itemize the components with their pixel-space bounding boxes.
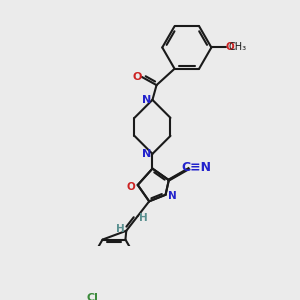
Text: N: N: [142, 95, 152, 105]
Text: N: N: [142, 149, 152, 159]
Text: O: O: [132, 72, 142, 82]
Text: CH₃: CH₃: [229, 43, 247, 52]
Text: O: O: [127, 182, 136, 192]
Text: N: N: [168, 191, 176, 201]
Text: H: H: [116, 224, 125, 234]
Text: C≡N: C≡N: [182, 161, 212, 174]
Text: H: H: [139, 213, 148, 223]
Text: Cl: Cl: [87, 293, 99, 300]
Text: O: O: [225, 43, 234, 52]
